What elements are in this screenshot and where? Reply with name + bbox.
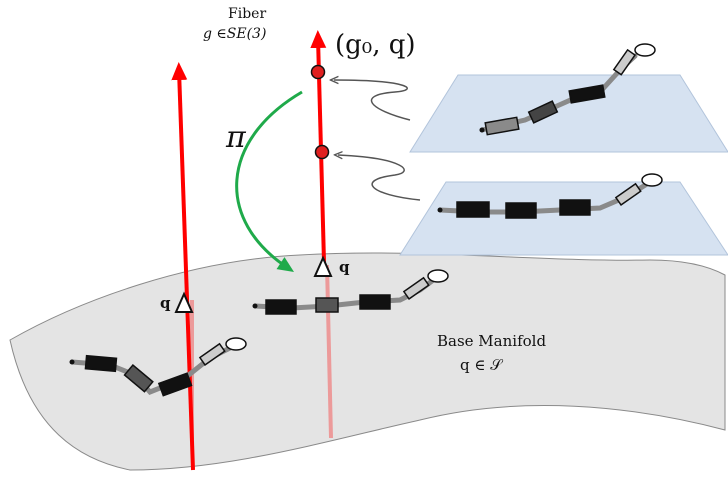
robot-manifold-right <box>252 269 449 315</box>
connector-lower <box>338 155 421 201</box>
base-manifold-surface <box>9 252 726 471</box>
right-fiber-below <box>325 264 333 439</box>
lower-plane <box>399 181 728 256</box>
robot-lower-plane <box>437 173 663 219</box>
q-label-right: q <box>339 258 350 276</box>
q-triangle-left <box>174 291 194 313</box>
base-manifold-title: Base Manifold <box>437 332 547 350</box>
point-label: (g₀, q) <box>335 30 416 60</box>
upper-plane <box>409 74 728 153</box>
q-label-left: q <box>160 294 171 312</box>
q-triangle-right <box>313 255 333 277</box>
projection-arrow <box>235 90 303 272</box>
robot-upper-plane <box>479 43 656 136</box>
left-fiber <box>171 62 195 471</box>
projection-label: π <box>226 120 246 155</box>
fiber-label-line1: Fiber <box>228 6 267 22</box>
fiber-point-middle <box>314 144 330 160</box>
fiber-point-top <box>310 64 326 80</box>
base-manifold-formula: q ∈ 𝒮 <box>460 356 502 374</box>
fiber-label-line2: g ∈SE(3) <box>203 26 267 42</box>
robot-manifold-left <box>69 337 247 397</box>
connector-upper <box>334 80 411 121</box>
